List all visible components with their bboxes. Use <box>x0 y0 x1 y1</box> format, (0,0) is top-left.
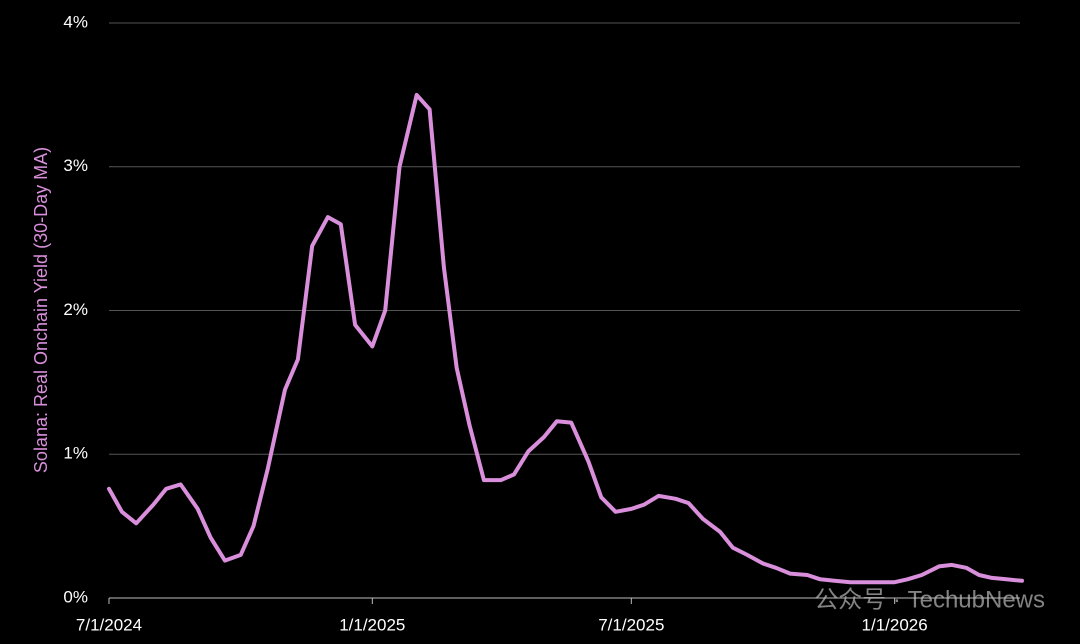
y-tick-label: 2% <box>63 300 88 319</box>
x-tick-label: 7/1/2024 <box>76 615 142 634</box>
y-tick-label: 4% <box>63 12 88 31</box>
watermark: 公众号 · TechubNews <box>814 586 1045 613</box>
x-tick-label: 1/1/2026 <box>862 615 928 634</box>
x-tick-label: 7/1/2025 <box>598 615 664 634</box>
x-tick-label: 1/1/2025 <box>339 615 405 634</box>
y-axis-label: Solana: Real Onchain Yield (30-Day MA) <box>31 147 51 473</box>
line-series <box>107 92 1024 585</box>
y-tick-label: 3% <box>63 156 88 175</box>
y-tick-label: 1% <box>63 444 88 463</box>
y-tick-label: 0% <box>63 587 88 606</box>
